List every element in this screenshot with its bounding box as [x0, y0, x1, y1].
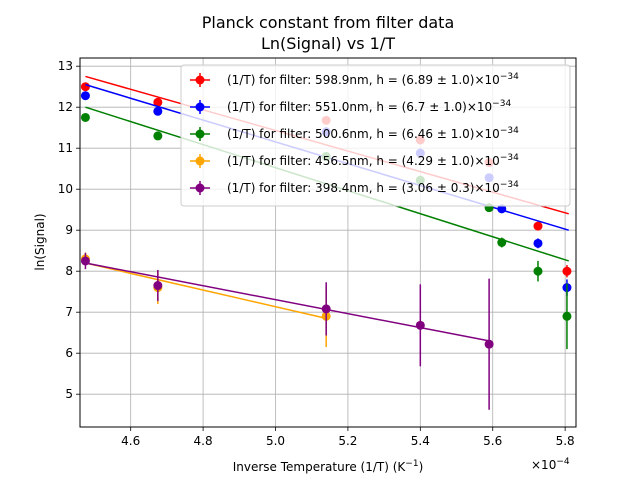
legend-marker	[195, 156, 205, 166]
legend-entry: (1/T) for filter: 456.5nm, h = (4.29 ± 1…	[190, 153, 519, 168]
chart-title-line2: Ln(Signal) vs 1/T	[261, 34, 395, 53]
data-point	[562, 266, 572, 276]
y-tick-label: 13	[58, 59, 73, 73]
y-tick-label: 6	[65, 346, 73, 360]
data-point	[497, 204, 507, 214]
legend-box	[180, 64, 571, 207]
legend: (1/T) for filter: 598.9nm, h = (6.89 ± 1…	[180, 64, 571, 207]
y-axis-ticks: 5 6 7 8 9 10 11 12 13	[58, 59, 80, 401]
data-point	[415, 320, 425, 330]
data-point	[80, 91, 90, 101]
y-tick-label: 10	[58, 182, 73, 196]
data-point	[562, 311, 572, 321]
data-point	[321, 304, 331, 314]
data-point	[153, 281, 163, 291]
series-5	[80, 252, 494, 410]
fit-line	[85, 262, 327, 320]
data-point	[80, 112, 90, 122]
x-axis-label: Inverse Temperature (1/T) (K−1)	[233, 459, 424, 474]
plot-frame	[79, 57, 577, 428]
data-point	[484, 339, 494, 349]
x-tick-label: 4.6	[121, 434, 140, 448]
legend-label: (1/T) for filter: 500.6nm, h = (6.46 ± 1…	[227, 126, 519, 141]
data-point	[497, 238, 507, 247]
x-tick-label: 5.8	[556, 434, 575, 448]
chart-title-line1: Planck constant from filter data	[202, 13, 455, 32]
y-axis-label: ln(Signal)	[33, 213, 47, 270]
data-point	[80, 82, 90, 92]
data-point	[153, 106, 163, 116]
legend-label: (1/T) for filter: 398.4nm, h = (3.06 ± 0…	[227, 180, 519, 195]
x-axis-label-superscript: −1	[405, 459, 418, 469]
x-tick-label: 5.0	[266, 434, 285, 448]
data-point	[533, 266, 543, 276]
legend-entry: (1/T) for filter: 500.6nm, h = (6.46 ± 1…	[190, 126, 519, 141]
x-tick-label: 5.2	[338, 434, 357, 448]
legend-marker	[195, 102, 205, 112]
legend-entry: (1/T) for filter: 398.4nm, h = (3.06 ± 0…	[190, 180, 519, 195]
data-point	[153, 131, 163, 141]
y-tick-label: 5	[65, 387, 73, 401]
y-tick-label: 8	[65, 264, 73, 278]
x-tick-label: 5.4	[411, 434, 430, 448]
legend-marker	[195, 75, 205, 85]
x-axis-offset-label: ×10−4	[531, 457, 570, 472]
legend-entry: (1/T) for filter: 598.9nm, h = (6.89 ± 1…	[190, 72, 519, 87]
data-point	[80, 256, 90, 266]
legend-label: (1/T) for filter: 456.5nm, h = (4.29 ± 1…	[227, 153, 519, 168]
data-point	[153, 97, 163, 107]
x-tick-label: 5.6	[483, 434, 502, 448]
series-4	[80, 252, 331, 348]
y-tick-label: 7	[65, 305, 73, 319]
data-point	[533, 221, 543, 231]
x-axis-ticks: 4.6 4.8 5.0 5.2 5.4 5.6 5.8	[121, 427, 575, 448]
legend-label: (1/T) for filter: 598.9nm, h = (6.89 ± 1…	[227, 72, 519, 87]
legend-entry: (1/T) for filter: 551.0nm, h = (6.7 ± 1.…	[190, 99, 511, 114]
y-tick-label: 11	[58, 141, 73, 155]
y-tick-label: 12	[58, 100, 73, 114]
x-tick-label: 4.8	[194, 434, 213, 448]
legend-label: (1/T) for filter: 551.0nm, h = (6.7 ± 1.…	[227, 99, 511, 114]
legend-marker	[195, 129, 205, 139]
data-point	[533, 238, 543, 248]
y-tick-label: 9	[65, 223, 73, 237]
fit-line	[85, 262, 490, 342]
legend-marker	[195, 183, 205, 193]
